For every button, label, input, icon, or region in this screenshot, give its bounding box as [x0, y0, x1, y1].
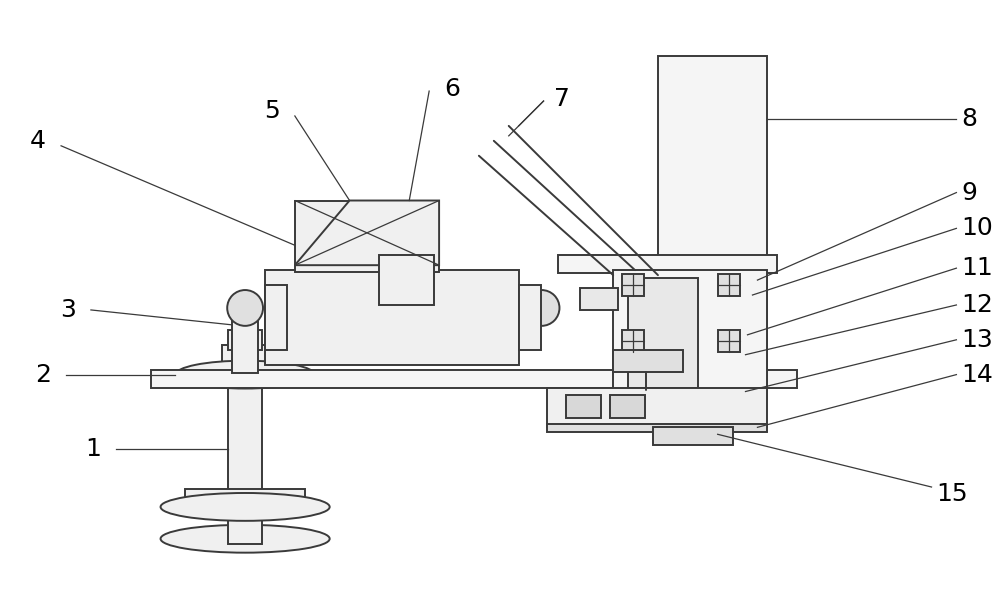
- Text: 4: 4: [30, 129, 46, 153]
- Bar: [613, 270, 767, 399]
- Bar: [379, 255, 434, 305]
- Bar: [628, 278, 698, 388]
- Text: 5: 5: [264, 99, 280, 123]
- Bar: [628, 388, 666, 401]
- Ellipse shape: [524, 290, 559, 326]
- Ellipse shape: [161, 525, 330, 553]
- Text: 9: 9: [961, 181, 977, 205]
- Bar: [295, 200, 439, 272]
- Bar: [653, 428, 733, 446]
- Bar: [222, 345, 268, 374]
- Text: 6: 6: [444, 77, 460, 101]
- Bar: [613, 350, 683, 371]
- Bar: [265, 285, 287, 350]
- Bar: [610, 395, 645, 419]
- Bar: [566, 395, 601, 419]
- Bar: [622, 330, 644, 352]
- Text: 7: 7: [554, 87, 569, 111]
- Bar: [228, 330, 262, 350]
- Text: 10: 10: [961, 216, 993, 240]
- Ellipse shape: [175, 361, 315, 389]
- Ellipse shape: [227, 290, 263, 326]
- Bar: [718, 274, 740, 296]
- Text: 12: 12: [961, 293, 993, 317]
- Text: 13: 13: [961, 328, 993, 352]
- Bar: [519, 285, 541, 350]
- Bar: [228, 370, 262, 544]
- Bar: [622, 274, 644, 296]
- Bar: [580, 288, 618, 310]
- Polygon shape: [295, 200, 439, 265]
- Text: 1: 1: [85, 437, 101, 461]
- Text: 15: 15: [936, 482, 968, 506]
- Bar: [232, 315, 258, 373]
- Bar: [151, 370, 797, 388]
- Ellipse shape: [161, 493, 330, 521]
- Text: 3: 3: [60, 298, 76, 322]
- Text: 14: 14: [961, 362, 993, 386]
- Bar: [558, 255, 777, 273]
- Bar: [547, 425, 767, 432]
- Bar: [265, 270, 519, 365]
- Text: 8: 8: [961, 107, 977, 131]
- Bar: [718, 330, 740, 352]
- Text: 11: 11: [961, 256, 993, 280]
- Bar: [658, 56, 767, 385]
- Text: 2: 2: [35, 362, 51, 386]
- Bar: [185, 489, 305, 507]
- Bar: [547, 388, 767, 428]
